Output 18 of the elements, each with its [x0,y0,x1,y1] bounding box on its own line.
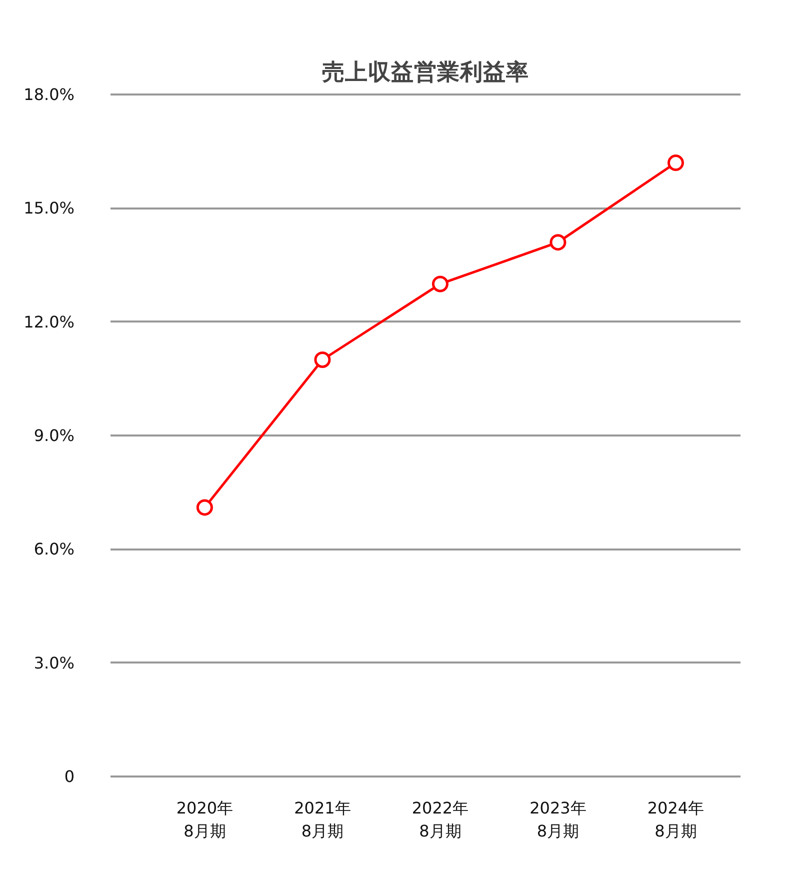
point [550,234,566,251]
y-tick-label: 12.0% [24,312,74,332]
point [432,276,448,292]
y-tick-label: 18.0% [24,85,74,104]
y-tick-label: 6.0% [34,540,75,559]
x-tick-label: 2022年 8月期 [412,798,469,840]
y-tick-label: 3.0% [34,653,75,672]
x-tick-label: 2023年 8月期 [530,798,586,840]
y-tick-label: 9.0% [34,426,75,445]
point [667,154,684,172]
point [196,499,213,516]
chart-title: 売上収益営業利益率 [322,58,529,86]
y-tick-label: 15.0% [24,198,74,218]
x-tick-label: 2024年 8月期 [647,798,704,840]
point [314,352,331,368]
x-tick-label: 2020年 8月期 [176,798,234,840]
y-tick-label: 0 [64,766,75,786]
x-tick-label: 2021年 8月期 [294,798,351,840]
